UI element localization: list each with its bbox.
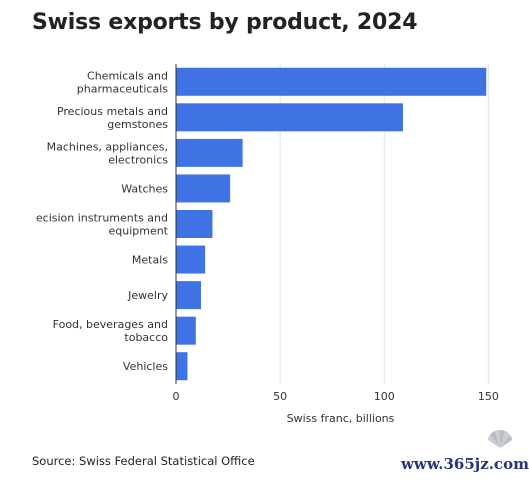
category-labels: Chemicals and pharmaceuticals Precious met… xyxy=(36,69,169,373)
bars xyxy=(176,67,487,381)
category-label: Metals xyxy=(132,254,168,267)
category-label-line: tobacco xyxy=(124,331,168,344)
category-label-line: Precious metals and xyxy=(57,105,168,118)
category-label-line: gemstones xyxy=(107,118,168,131)
bar xyxy=(176,174,231,203)
category-label: ecision instruments and equipment xyxy=(36,212,169,238)
source-note: Source: Swiss Federal Statistical Office xyxy=(32,454,255,468)
bar xyxy=(176,67,487,96)
category-label-line: equipment xyxy=(108,225,168,238)
category-label: Watches xyxy=(121,182,168,195)
category-label-line: Metals xyxy=(132,254,168,267)
category-label: Vehicles xyxy=(123,360,168,373)
category-label-line: pharmaceuticals xyxy=(77,82,168,95)
category-label: Chemicals and pharmaceuticals xyxy=(77,69,168,95)
watermark-text: www.365jz.com xyxy=(401,455,529,473)
page-title: Swiss exports by product, 2024 xyxy=(32,10,418,35)
bar xyxy=(176,281,201,310)
bar xyxy=(176,352,188,381)
x-tick-label: 0 xyxy=(173,390,180,403)
category-label-line: Vehicles xyxy=(123,360,168,373)
x-axis-title: Swiss franc, billions xyxy=(287,412,395,425)
category-label-line: Food, beverages and xyxy=(53,318,168,331)
bar-chart: Chemicals and pharmaceuticals Precious met… xyxy=(36,64,499,425)
bar xyxy=(176,210,213,238)
category-label-line: Chemicals and xyxy=(87,69,168,82)
category-label: Jewelry xyxy=(127,289,168,302)
category-label-line: Watches xyxy=(121,182,168,195)
x-tick-label: 150 xyxy=(478,390,499,403)
category-label-line: Jewelry xyxy=(127,289,168,302)
x-tick-label: 50 xyxy=(273,390,287,403)
category-label: Food, beverages and tobacco xyxy=(53,318,169,344)
category-label-line: Machines, appliances, xyxy=(47,140,168,153)
category-label: Machines, appliances, electronics xyxy=(47,140,169,166)
bar xyxy=(176,316,196,345)
peacock-logo-icon xyxy=(488,429,512,448)
x-tick-labels: 0 50 100 150 xyxy=(173,390,499,403)
bar xyxy=(176,138,243,167)
category-label: Precious metals and gemstones xyxy=(57,105,168,131)
category-label-line: electronics xyxy=(108,153,168,166)
bar xyxy=(176,103,403,132)
category-label-line: ecision instruments and xyxy=(36,212,168,225)
watermark: www.365jz.com xyxy=(401,429,529,477)
x-tick-label: 100 xyxy=(374,390,395,403)
bar xyxy=(176,245,206,274)
